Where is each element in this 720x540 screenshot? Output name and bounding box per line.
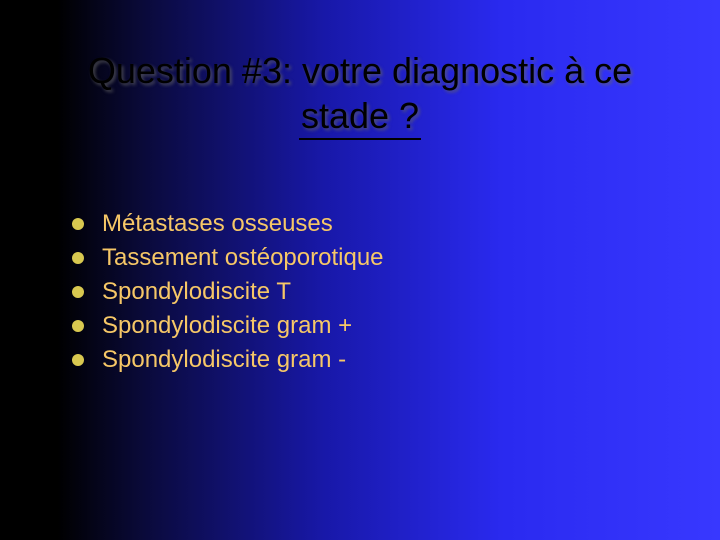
slide-title-text: Question #3: votre diagnostic à ce stade… [88, 48, 632, 140]
list-item-label: Métastases osseuses [102, 210, 333, 238]
list-item: Métastases osseuses [72, 210, 384, 238]
bullet-icon [72, 218, 84, 230]
title-line-2: stade ? [299, 93, 421, 140]
bullet-icon [72, 354, 84, 366]
bullet-list: Métastases osseuses Tassement ostéoporot… [72, 210, 384, 380]
list-item-label: Spondylodiscite gram + [102, 312, 352, 340]
bullet-icon [72, 286, 84, 298]
list-item: Spondylodiscite gram + [72, 312, 384, 340]
list-item: Spondylodiscite T [72, 278, 384, 306]
bullet-icon [72, 252, 84, 264]
list-item-label: Spondylodiscite gram - [102, 346, 346, 374]
list-item-label: Spondylodiscite T [102, 278, 291, 306]
title-line-1: Question #3: votre diagnostic à ce [88, 48, 632, 93]
list-item-label: Tassement ostéoporotique [102, 244, 384, 272]
slide-title: Question #3: votre diagnostic à ce stade… [0, 48, 720, 140]
list-item: Spondylodiscite gram - [72, 346, 384, 374]
list-item: Tassement ostéoporotique [72, 244, 384, 272]
bullet-icon [72, 320, 84, 332]
